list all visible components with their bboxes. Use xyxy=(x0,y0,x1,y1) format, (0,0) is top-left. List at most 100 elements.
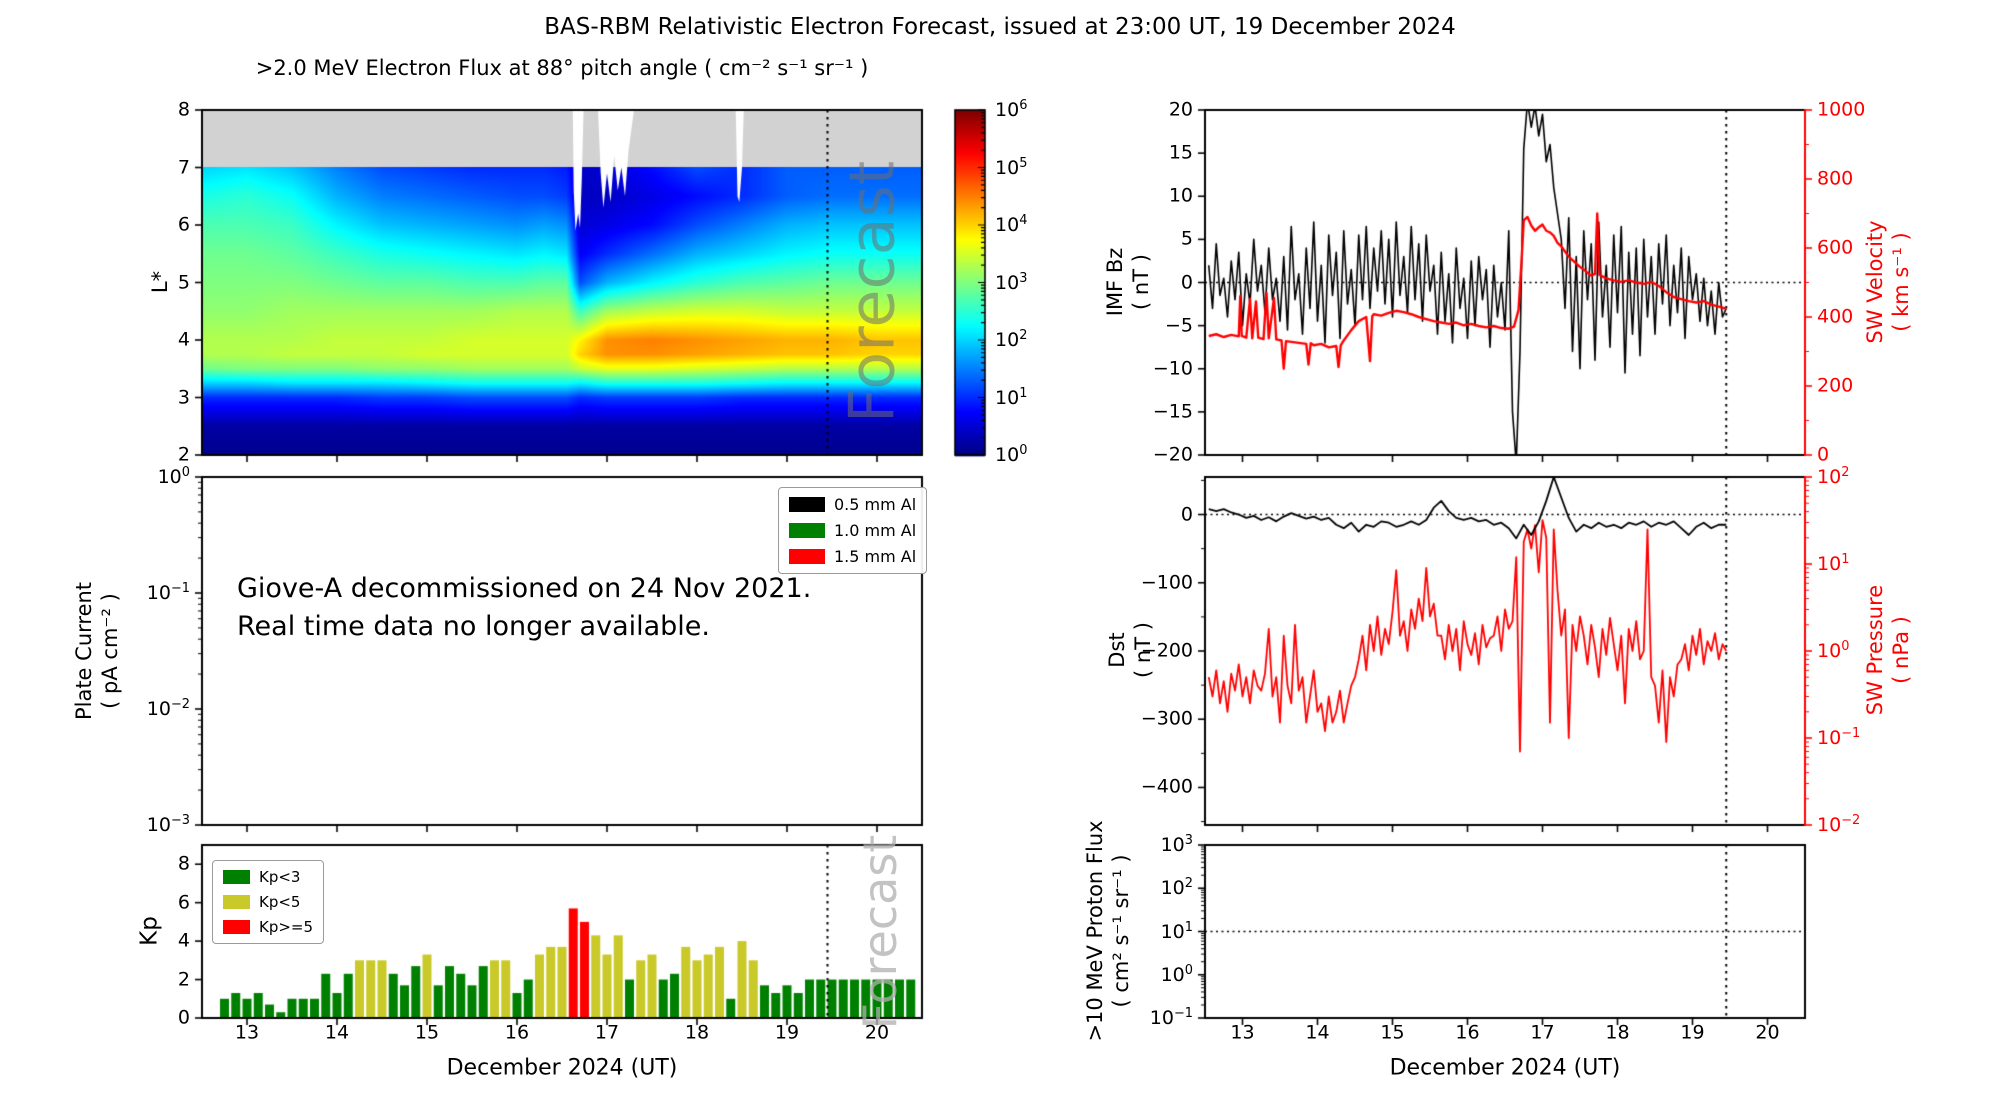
legend-swatch xyxy=(223,895,250,909)
kp-tick-label: 0 xyxy=(177,1006,190,1029)
velocity-tick-label: 0 xyxy=(1817,443,1830,466)
x-tick-label: 20 xyxy=(1755,1021,1780,1044)
kp-legend: Kp<3 Kp<5 Kp>=5 xyxy=(212,860,325,944)
bz-tick-label: 5 xyxy=(1180,227,1193,250)
colorbar-tick-label: 106 xyxy=(995,97,1028,122)
bz-tick-label: 10 xyxy=(1168,184,1193,207)
right-xaxis-label: December 2024 (UT) xyxy=(1389,1055,1621,1081)
lstar-axis-label: L* xyxy=(147,270,172,294)
bz-tick-label: −5 xyxy=(1164,314,1193,337)
legend-label: Kp>=5 xyxy=(259,918,314,936)
forecast-watermark-spectrogram: Forecast xyxy=(835,160,909,424)
x-tick-label: 17 xyxy=(594,1021,620,1044)
x-tick-label: 17 xyxy=(1530,1021,1555,1044)
sw-pressure-axis-label: SW Pressure( nPa ) xyxy=(1862,584,1913,716)
x-tick-label: 14 xyxy=(1305,1021,1330,1044)
lstar-tick-label: 5 xyxy=(177,271,190,293)
figure-title: BAS-RBM Relativistic Electron Forecast, … xyxy=(544,14,1456,40)
legend-item: Kp<5 xyxy=(223,893,313,911)
proton-tick-label: 103 xyxy=(1160,832,1193,857)
bz-tick-label: −15 xyxy=(1152,400,1193,423)
plate-tick-label: 100 xyxy=(157,464,190,489)
legend-swatch xyxy=(223,870,250,884)
x-tick-label: 13 xyxy=(234,1021,260,1044)
kp-tick-label: 8 xyxy=(177,852,190,875)
legend-item: Kp>=5 xyxy=(223,918,313,936)
legend-item: Kp<3 xyxy=(223,868,313,886)
sw-velocity-axis-label: SW Velocity( km s⁻¹ ) xyxy=(1862,220,1913,344)
x-tick-label: 18 xyxy=(1605,1021,1630,1044)
kp-tick-label: 2 xyxy=(177,968,190,991)
giove-annotation: Giove-A decommissioned on 24 Nov 2021. R… xyxy=(237,570,811,646)
legend-swatch xyxy=(223,920,250,934)
velocity-tick-label: 1000 xyxy=(1817,98,1866,121)
spectrogram-title: >2.0 MeV Electron Flux at 88° pitch angl… xyxy=(255,56,869,80)
proton-flux-axis-label: >10 MeV Proton Flux( cm² s⁻¹ sr⁻¹ ) xyxy=(1082,820,1133,1042)
legend-item: 0.5 mm Al xyxy=(789,495,916,514)
x-tick-label: 15 xyxy=(414,1021,440,1044)
proton-tick-label: 101 xyxy=(1160,919,1193,943)
dst-tick-label: −100 xyxy=(1140,571,1193,594)
velocity-tick-label: 600 xyxy=(1817,236,1854,259)
legend-label: 1.5 mm Al xyxy=(834,547,917,566)
plate-tick-label: 10−3 xyxy=(146,812,190,837)
imf-bz-axis-label: IMF Bz( nT ) xyxy=(1102,247,1153,317)
colorbar-tick-label: 100 xyxy=(995,442,1028,467)
colorbar-tick-label: 104 xyxy=(995,212,1028,237)
bz-tick-label: 15 xyxy=(1168,141,1193,164)
legend-swatch xyxy=(789,497,825,512)
kp-axis-label: Kp xyxy=(136,916,163,946)
x-tick-label: 18 xyxy=(684,1021,710,1044)
legend-swatch xyxy=(789,549,825,564)
dst-tick-label: −400 xyxy=(1140,775,1193,798)
colorbar-tick-label: 103 xyxy=(995,270,1028,294)
kp-tick-label: 6 xyxy=(177,891,190,914)
legend-label: 1.0 mm Al xyxy=(834,521,917,540)
colorbar-tick-label: 101 xyxy=(995,385,1028,409)
giove-annotation-line2: Real time data no longer available. xyxy=(237,611,711,642)
pressure-tick-label: 100 xyxy=(1817,638,1850,663)
dst-tick-label: −200 xyxy=(1140,639,1193,662)
x-tick-label: 16 xyxy=(504,1021,530,1044)
pressure-tick-label: 101 xyxy=(1817,551,1850,576)
legend-item: 1.5 mm Al xyxy=(789,547,916,566)
pressure-tick-label: 10−2 xyxy=(1817,812,1861,837)
lstar-tick-label: 7 xyxy=(177,156,190,178)
bz-tick-label: −20 xyxy=(1152,443,1193,466)
legend-label: Kp<5 xyxy=(259,893,301,911)
left-xaxis-label: December 2024 (UT) xyxy=(446,1055,678,1081)
legend-item: 1.0 mm Al xyxy=(789,521,916,540)
bz-tick-label: 0 xyxy=(1180,271,1193,293)
velocity-tick-label: 200 xyxy=(1817,374,1854,397)
bz-tick-label: 20 xyxy=(1168,98,1193,121)
legend-label: 0.5 mm Al xyxy=(834,495,917,514)
dst-tick-label: 0 xyxy=(1180,503,1193,526)
legend-swatch xyxy=(789,523,825,538)
dst-tick-label: −300 xyxy=(1140,707,1193,730)
plate-current-legend: 0.5 mm Al 1.0 mm Al 1.5 mm Al xyxy=(778,487,928,574)
pressure-tick-label: 102 xyxy=(1817,464,1850,489)
velocity-tick-label: 400 xyxy=(1817,305,1854,328)
x-tick-label: 19 xyxy=(1680,1021,1705,1044)
proton-tick-label: 10−1 xyxy=(1149,1005,1193,1030)
colorbar-tick-label: 102 xyxy=(995,327,1028,352)
lstar-tick-label: 3 xyxy=(177,386,190,408)
x-tick-label: 16 xyxy=(1455,1021,1480,1044)
lstar-tick-label: 4 xyxy=(177,328,190,351)
kp-tick-label: 4 xyxy=(177,929,190,952)
x-tick-label: 13 xyxy=(1230,1021,1255,1044)
x-tick-label: 14 xyxy=(324,1021,350,1044)
x-tick-label: 19 xyxy=(774,1021,800,1044)
legend-label: Kp<3 xyxy=(259,868,301,886)
plate-tick-label: 10−2 xyxy=(146,696,190,721)
lstar-tick-label: 2 xyxy=(177,443,190,466)
plate-tick-label: 10−1 xyxy=(146,580,190,605)
bz-tick-label: −10 xyxy=(1152,357,1193,380)
plate-current-axis-label: Plate Current( pA cm⁻² ) xyxy=(71,581,122,721)
lstar-tick-label: 6 xyxy=(177,213,190,236)
pressure-tick-label: 10−1 xyxy=(1817,725,1861,750)
giove-annotation-line1: Giove-A decommissioned on 24 Nov 2021. xyxy=(237,573,812,604)
colorbar-tick-label: 105 xyxy=(995,155,1028,179)
